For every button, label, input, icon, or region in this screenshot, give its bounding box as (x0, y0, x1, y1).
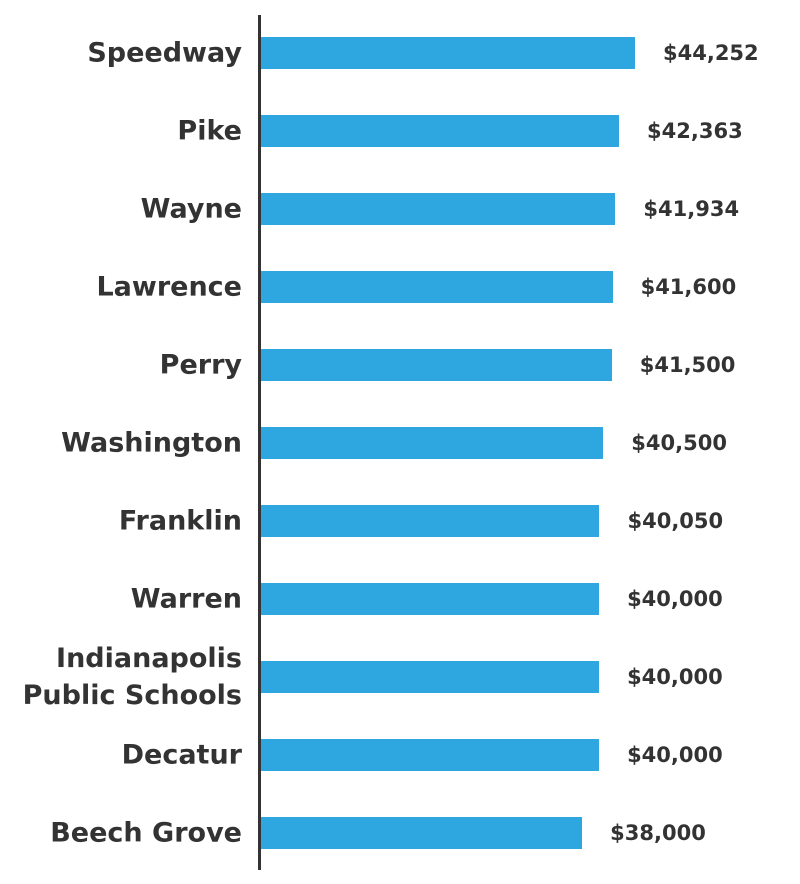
bar (261, 115, 620, 147)
category-label: Washington (61, 427, 242, 459)
bar (261, 583, 600, 615)
category-label: Warren (130, 583, 242, 615)
value-label: $42,363 (647, 119, 743, 143)
category-label: Lawrence (96, 271, 242, 303)
value-label: $40,000 (627, 743, 723, 767)
bar (261, 271, 613, 303)
bar (261, 349, 612, 381)
category-label: Speedway (87, 37, 242, 69)
bar (261, 817, 583, 849)
value-label: $38,000 (610, 821, 706, 845)
value-label: $44,252 (663, 41, 759, 65)
category-label: Pike (177, 115, 242, 147)
category-label: Perry (159, 349, 242, 381)
bar (261, 193, 616, 225)
bar (261, 505, 600, 537)
axis-line (258, 15, 261, 870)
value-label: $41,934 (643, 197, 740, 221)
bar (261, 661, 600, 693)
value-label: $40,050 (627, 509, 724, 533)
value-label: $41,500 (639, 353, 736, 377)
value-label: $40,000 (627, 587, 723, 611)
value-label: $40,500 (631, 431, 727, 455)
category-label: Beech Grove (50, 817, 242, 849)
category-label: Decatur (121, 739, 242, 771)
bar (261, 427, 604, 459)
value-label: $40,000 (627, 665, 723, 689)
bar (261, 739, 600, 771)
value-label: $41,600 (640, 275, 737, 299)
category-label: Franklin (118, 505, 242, 537)
category-label: Wayne (140, 193, 242, 225)
category-label: Indianapolis Public Schools (22, 643, 242, 711)
bar (261, 37, 635, 69)
